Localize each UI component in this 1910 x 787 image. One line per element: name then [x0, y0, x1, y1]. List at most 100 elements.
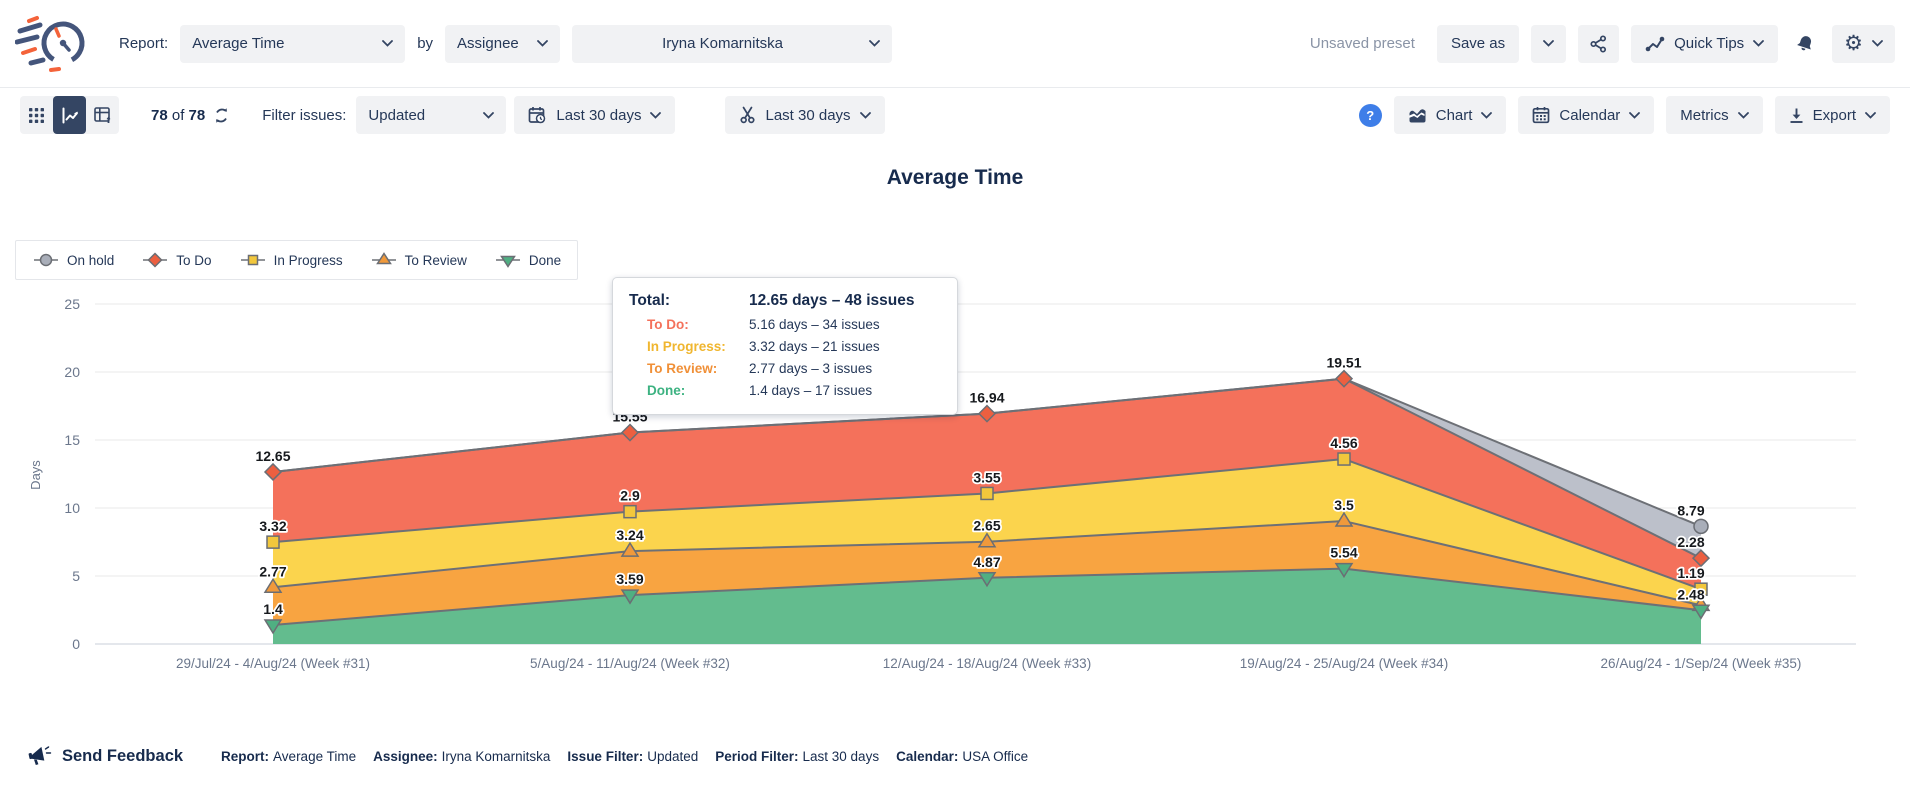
tooltip-row-label: To Review:	[629, 358, 749, 380]
summary-issue-filter: Issue Filter:Updated	[567, 749, 698, 764]
legend-item-on-hold[interactable]: On hold	[32, 252, 114, 268]
chart-type-button[interactable]: Chart	[1394, 96, 1507, 134]
svg-text:26/Aug/24 - 1/Sep/24 (Week #35: 26/Aug/24 - 1/Sep/24 (Week #35)	[1601, 656, 1802, 671]
refresh-icon	[213, 107, 230, 124]
report-summary: Report:Average TimeAssignee:Iryna Komarn…	[221, 749, 1028, 764]
share-icon	[1590, 35, 1607, 53]
quick-tips-steps-icon	[1645, 36, 1665, 52]
data-label: 4.87	[973, 554, 1000, 570]
data-label: 5.54	[1330, 545, 1357, 561]
summary-report: Report:Average Time	[221, 749, 356, 764]
group-by-select[interactable]: Assignee	[445, 25, 560, 63]
issue-count-shown: 78	[151, 107, 168, 124]
help-button[interactable]: ?	[1359, 104, 1382, 127]
issue-count: 78 of 78	[151, 107, 205, 124]
period-filter-value: Last 30 days	[556, 107, 641, 124]
report-select[interactable]: Average Time	[180, 25, 405, 63]
tooltip-rows: To Do:5.16 days – 34 issuesIn Progress:3…	[629, 314, 941, 402]
tooltip-row-to-do: To Do:5.16 days – 34 issues	[629, 314, 941, 336]
chevron-down-icon	[860, 112, 871, 119]
svg-text:0: 0	[72, 636, 80, 652]
issue-filter-select[interactable]: Updated	[356, 96, 506, 134]
svg-text:10: 10	[64, 500, 80, 516]
app-root: Report: Average Time by Assignee Iryna K…	[0, 0, 1910, 787]
summary-label: Issue Filter:	[567, 749, 643, 764]
data-label: 2.9	[620, 488, 640, 504]
summary-value: Iryna Komarnitska	[442, 749, 551, 764]
toolbar: 78 of 78 Filter issues: Updated	[0, 92, 1910, 138]
refresh-button[interactable]	[209, 96, 234, 134]
preset-status: Unsaved preset	[1310, 35, 1415, 52]
summary-label: Calendar:	[896, 749, 958, 764]
legend-item-done[interactable]: Done	[494, 252, 561, 268]
chevron-down-icon	[650, 112, 661, 119]
summary-calendar: Calendar:USA Office	[896, 749, 1028, 764]
calendar-icon	[1532, 106, 1550, 124]
svg-text:29/Jul/24 - 4/Aug/24 (Week #31: 29/Jul/24 - 4/Aug/24 (Week #31)	[176, 656, 370, 671]
y-axis-title: Days	[28, 460, 43, 490]
chart-type-label: Chart	[1436, 107, 1473, 124]
group-by-select-value: Assignee	[457, 35, 529, 52]
issue-count-of: of	[172, 107, 185, 124]
tooltip-row-value: 5.16 days – 34 issues	[749, 314, 941, 336]
view-toggle-group	[20, 96, 119, 134]
tooltip-row-label: To Do:	[629, 314, 749, 336]
to-review-marker-icon	[370, 252, 398, 268]
assignee-select[interactable]: Iryna Komarnitska	[572, 25, 892, 63]
working-hours-filter-button[interactable]: Last 30 days	[725, 96, 884, 134]
export-button[interactable]: Export	[1775, 96, 1890, 134]
gear-icon: ⚙	[1844, 33, 1863, 54]
legend-item-to-review[interactable]: To Review	[370, 252, 467, 268]
tooltip-row-done: Done:1.4 days – 17 issues	[629, 380, 941, 402]
area-chart-icon	[1408, 107, 1427, 124]
tooltip-row-label: In Progress:	[629, 336, 749, 358]
metrics-label: Metrics	[1680, 107, 1728, 124]
chevron-down-icon	[382, 40, 393, 47]
svg-text:5: 5	[72, 568, 80, 584]
tooltip-row-in-progress: In Progress:3.32 days – 21 issues	[629, 336, 941, 358]
settings-button[interactable]: ⚙	[1832, 25, 1895, 63]
summary-period-filter: Period Filter:Last 30 days	[715, 749, 879, 764]
svg-text:20: 20	[64, 364, 80, 380]
notifications-button[interactable]	[1790, 25, 1820, 63]
legend-label: On hold	[67, 253, 114, 268]
on-hold-marker-icon	[32, 252, 60, 268]
send-feedback-button[interactable]: Send Feedback	[28, 745, 183, 767]
tooltip-total-row: Total: 12.65 days – 48 issues	[629, 288, 941, 314]
quick-tips-button[interactable]: Quick Tips	[1631, 25, 1778, 63]
by-label: by	[417, 35, 433, 52]
save-as-button[interactable]: Save as	[1437, 25, 1519, 63]
legend-item-to-do[interactable]: To Do	[141, 252, 211, 268]
chart-tooltip: Total: 12.65 days – 48 issues To Do:5.16…	[612, 277, 958, 415]
calendar-clock-icon	[528, 106, 547, 125]
tooltip-row-value: 3.32 days – 21 issues	[749, 336, 941, 358]
report-select-value: Average Time	[192, 35, 374, 52]
chart-view-button[interactable]	[53, 96, 86, 134]
pivot-table-icon	[94, 107, 112, 124]
pivot-view-button[interactable]	[86, 96, 119, 134]
chevron-down-icon	[1872, 40, 1883, 47]
share-button[interactable]	[1578, 25, 1619, 63]
period-filter-button[interactable]: Last 30 days	[514, 96, 675, 134]
save-as-chevron-button[interactable]	[1531, 25, 1566, 63]
issue-filter-value: Updated	[368, 107, 475, 124]
legend-item-in-progress[interactable]: In Progress	[239, 252, 343, 268]
done-marker-icon	[494, 252, 522, 268]
scissors-icon	[739, 106, 756, 124]
data-label: 2.28	[1677, 534, 1704, 550]
legend-label: Done	[529, 253, 561, 268]
summary-label: Report:	[221, 749, 269, 764]
grid-view-button[interactable]	[20, 96, 53, 134]
calendar-button[interactable]: Calendar	[1518, 96, 1654, 134]
issue-count-total: 78	[189, 107, 206, 124]
data-label: 1.19	[1677, 565, 1704, 581]
quick-tips-label: Quick Tips	[1674, 35, 1744, 52]
data-label: 3.32	[259, 518, 286, 534]
metrics-button[interactable]: Metrics	[1666, 96, 1762, 134]
chevron-down-icon	[1543, 40, 1554, 47]
grid-icon	[28, 107, 45, 124]
data-label: 3.5	[1334, 497, 1354, 513]
footer: Send Feedback Report:Average TimeAssigne…	[0, 736, 1910, 776]
svg-text:25: 25	[64, 296, 80, 312]
data-label: 3.59	[616, 571, 643, 587]
